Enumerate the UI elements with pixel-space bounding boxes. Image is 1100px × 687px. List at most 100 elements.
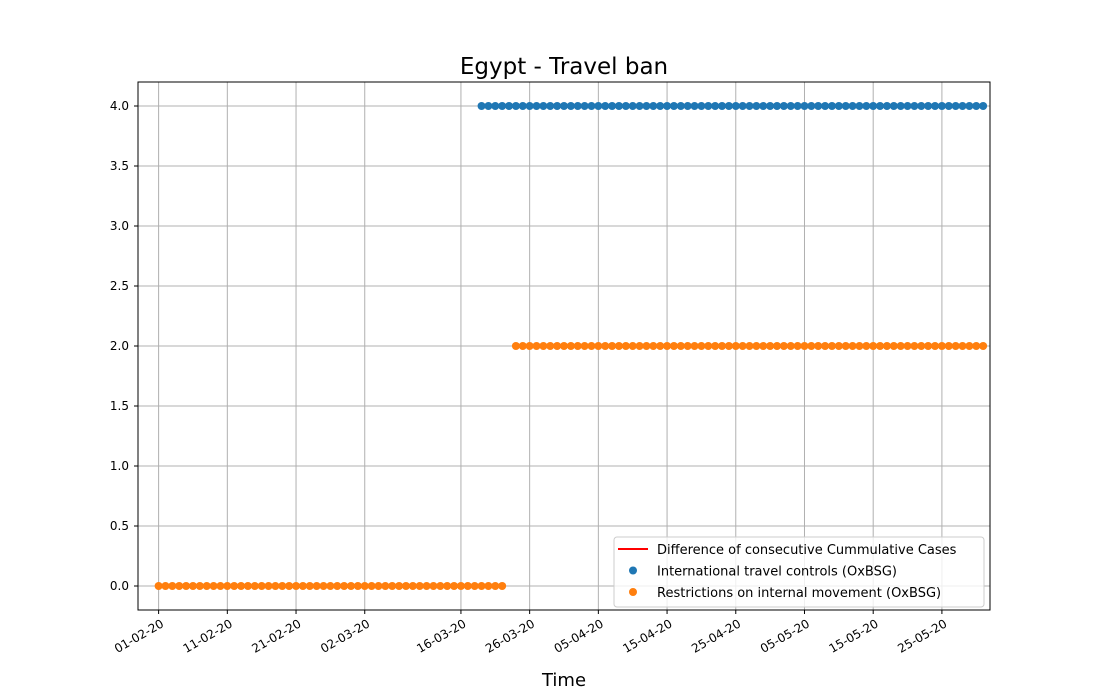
- data-point: [292, 582, 301, 590]
- data-point: [841, 342, 850, 350]
- data-point: [628, 342, 637, 350]
- data-point: [580, 102, 589, 110]
- data-point: [656, 342, 665, 350]
- data-point: [663, 102, 672, 110]
- data-point: [594, 102, 603, 110]
- data-point: [903, 342, 912, 350]
- data-point: [408, 582, 417, 590]
- data-point: [601, 102, 610, 110]
- data-point: [539, 102, 548, 110]
- data-point: [663, 342, 672, 350]
- data-point: [511, 102, 520, 110]
- data-point: [711, 342, 720, 350]
- data-point: [395, 582, 404, 590]
- data-point: [553, 102, 562, 110]
- data-point: [401, 582, 410, 590]
- data-point: [223, 582, 232, 590]
- data-point: [271, 582, 280, 590]
- data-point: [347, 582, 355, 590]
- data-point: [807, 102, 816, 110]
- data-point: [608, 342, 617, 350]
- data-point: [566, 342, 575, 350]
- data-point: [498, 582, 507, 590]
- data-point: [505, 102, 514, 110]
- y-tick-label: 1.0: [110, 459, 129, 473]
- data-point: [319, 582, 328, 590]
- data-point: [669, 342, 678, 350]
- data-point: [669, 102, 678, 110]
- data-point: [649, 102, 658, 110]
- x-axis-label: Time: [541, 670, 586, 687]
- data-point: [532, 342, 541, 350]
- data-point: [525, 342, 534, 350]
- data-point: [546, 102, 555, 110]
- data-point: [195, 582, 204, 590]
- legend-label: International travel controls (OxBSG): [657, 565, 897, 580]
- data-point: [676, 342, 685, 350]
- data-point: [793, 342, 802, 350]
- y-tick-label: 3.0: [110, 219, 129, 233]
- data-point: [573, 342, 582, 350]
- legend-label: Restrictions on internal movement (OxBSG…: [657, 586, 941, 601]
- data-point: [944, 102, 953, 110]
- data-point: [202, 582, 211, 590]
- data-point: [745, 342, 754, 350]
- data-point: [237, 582, 246, 590]
- data-point: [711, 102, 720, 110]
- data-points: [154, 102, 988, 590]
- data-point: [931, 342, 940, 350]
- data-point: [697, 342, 706, 350]
- data-point: [456, 582, 465, 590]
- data-point: [628, 102, 637, 110]
- data-point: [896, 102, 905, 110]
- data-point: [188, 582, 197, 590]
- y-tick-label: 0.5: [110, 519, 129, 533]
- legend-box: [613, 536, 985, 608]
- data-point: [814, 342, 823, 350]
- data-point: [917, 342, 926, 350]
- data-point: [230, 582, 239, 590]
- data-point: [882, 342, 891, 350]
- data-point: [340, 582, 349, 590]
- data-point: [862, 342, 871, 350]
- data-point: [882, 102, 891, 110]
- data-point: [560, 102, 568, 110]
- data-point: [779, 342, 788, 350]
- data-point: [305, 582, 314, 590]
- data-point: [724, 102, 733, 110]
- data-point: [827, 342, 836, 350]
- data-point: [209, 582, 218, 590]
- data-point: [182, 582, 191, 590]
- data-point: [951, 102, 960, 110]
- data-point: [511, 342, 520, 350]
- data-point: [718, 342, 727, 350]
- data-point: [718, 102, 727, 110]
- data-point: [752, 102, 761, 110]
- data-point: [855, 342, 864, 350]
- data-point: [807, 342, 816, 350]
- data-point: [937, 102, 946, 110]
- data-point: [876, 102, 885, 110]
- data-point: [285, 582, 294, 590]
- data-point: [972, 102, 981, 110]
- data-point: [814, 102, 823, 110]
- data-point: [759, 342, 768, 350]
- data-point: [539, 342, 548, 350]
- data-point: [175, 582, 184, 590]
- data-point: [635, 342, 644, 350]
- data-point: [477, 582, 486, 590]
- data-point: [429, 582, 438, 590]
- data-point: [889, 102, 898, 110]
- data-point: [821, 342, 830, 350]
- data-point: [333, 582, 342, 590]
- data-point: [264, 582, 273, 590]
- legend-marker-swatch: [629, 588, 637, 596]
- data-point: [614, 102, 623, 110]
- data-point: [903, 102, 912, 110]
- chart-title: Egypt - Travel ban: [460, 54, 668, 80]
- data-point: [745, 102, 754, 110]
- data-point: [450, 582, 459, 590]
- data-point: [250, 582, 259, 590]
- data-point: [827, 102, 836, 110]
